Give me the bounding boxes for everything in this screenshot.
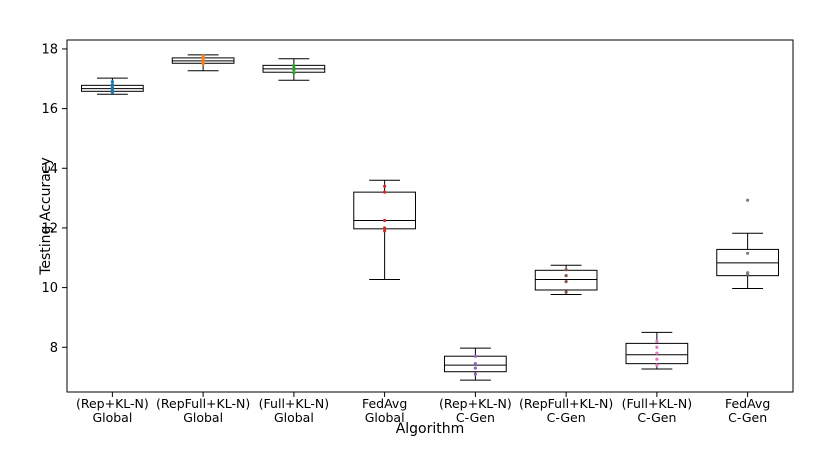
data-point xyxy=(292,71,296,75)
box-8 xyxy=(716,198,779,289)
y-tick-label: 10 xyxy=(41,281,58,296)
outlier-point xyxy=(746,198,750,202)
x-tick-label: (Rep+KL-N) xyxy=(439,396,512,411)
data-point xyxy=(473,366,477,370)
data-point xyxy=(201,54,205,58)
plot-area xyxy=(66,39,794,393)
data-point xyxy=(383,184,387,188)
data-point xyxy=(110,83,114,87)
data-point xyxy=(564,274,568,278)
x-tick-label: C-Gen xyxy=(728,410,767,425)
x-tick-label: C-Gen xyxy=(637,410,676,425)
data-point xyxy=(746,251,750,255)
y-tick-label: 16 xyxy=(41,102,58,117)
x-tick-label: Global xyxy=(92,410,132,425)
data-point xyxy=(201,62,205,66)
data-point xyxy=(655,339,659,343)
x-tick-label: (Rep+KL-N) xyxy=(76,396,149,411)
x-tick-label: (RepFull+KL-N) xyxy=(156,396,250,411)
x-tick-label: C-Gen xyxy=(456,410,495,425)
y-tick-label: 12 xyxy=(41,221,58,236)
x-tick-label: (Full+KL-N) xyxy=(259,396,329,411)
y-tick-label: 8 xyxy=(50,341,58,356)
y-axis-ticks: 8 10 12 14 16 18 xyxy=(41,42,67,356)
data-point xyxy=(110,80,114,84)
data-point xyxy=(655,363,659,367)
x-tick-label: Global xyxy=(274,410,314,425)
y-tick-label: 18 xyxy=(41,42,58,57)
x-tick-label: FedAvg xyxy=(725,396,770,411)
x-tick-label: (Full+KL-N) xyxy=(622,396,692,411)
data-point xyxy=(383,218,387,223)
data-point xyxy=(383,229,387,233)
boxes xyxy=(81,54,779,381)
data-point xyxy=(564,290,568,294)
data-point xyxy=(110,85,114,89)
data-point xyxy=(655,345,659,349)
box-2 xyxy=(171,54,235,72)
x-tick-label: C-Gen xyxy=(547,410,586,425)
box-6 xyxy=(534,264,598,295)
x-axis-ticks: (Rep+KL-N)Global(RepFull+KL-N)Global(Ful… xyxy=(76,392,770,425)
data-point xyxy=(383,190,387,194)
data-point xyxy=(473,372,477,376)
data-point xyxy=(564,268,568,272)
data-point xyxy=(564,280,568,284)
data-point xyxy=(473,362,477,366)
x-tick-label: FedAvg xyxy=(362,396,407,411)
box-1 xyxy=(81,77,144,95)
x-tick-label: Global xyxy=(183,410,223,425)
box-4 xyxy=(353,179,416,281)
data-point xyxy=(655,357,659,361)
data-point xyxy=(292,66,296,70)
iqr-box xyxy=(353,191,416,230)
box-5 xyxy=(444,347,507,381)
data-point xyxy=(746,271,750,275)
y-tick-label: 14 xyxy=(41,162,58,177)
box-7 xyxy=(625,331,689,370)
data-point xyxy=(655,351,659,355)
data-point xyxy=(473,354,477,358)
x-tick-label: (RepFull+KL-N) xyxy=(519,396,613,411)
y-axis-label: Testing Accuracy xyxy=(38,157,54,276)
x-axis-label: Algorithm xyxy=(396,421,465,437)
data-point xyxy=(383,226,387,230)
x-tick-label: Global xyxy=(365,410,405,425)
data-point xyxy=(292,64,296,68)
box-3 xyxy=(262,58,326,81)
